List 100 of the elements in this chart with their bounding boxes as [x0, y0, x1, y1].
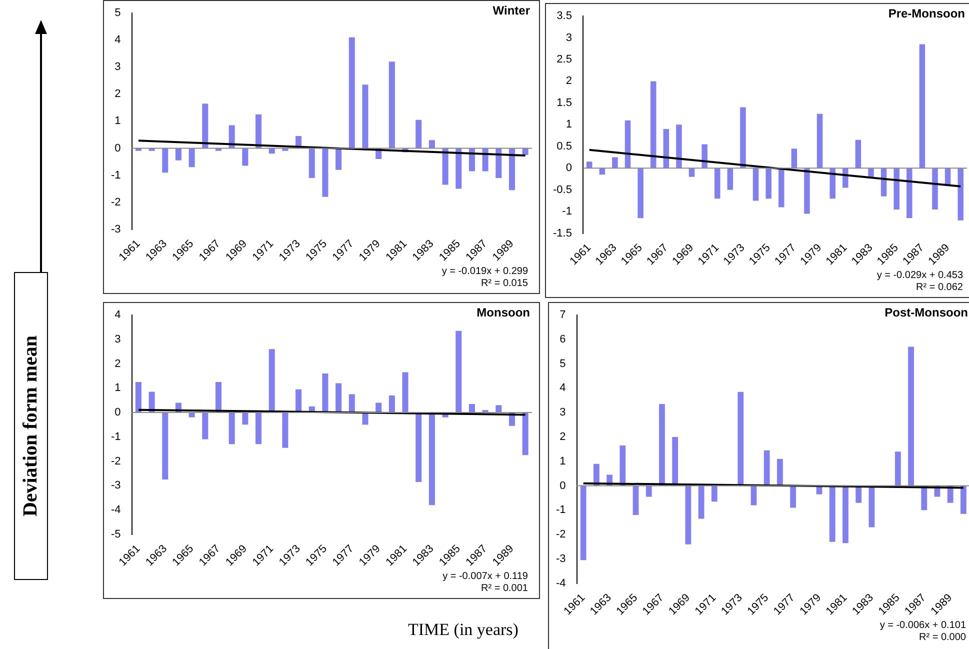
bar	[711, 486, 718, 502]
y-tick-label: 1	[114, 382, 121, 394]
bar	[256, 412, 262, 444]
y-tick-label: -5	[111, 528, 121, 540]
y-tick-label: -3	[111, 480, 121, 492]
bar	[685, 486, 692, 544]
bar	[906, 168, 912, 218]
bar	[868, 168, 874, 177]
bar	[829, 486, 836, 542]
bar	[855, 140, 862, 168]
bar	[296, 389, 302, 412]
bar	[268, 148, 275, 154]
y-tick-label: 1	[566, 118, 572, 131]
y-tick-label: 0	[566, 162, 572, 174]
bar	[202, 412, 208, 440]
chart-title: Post-Monsoon	[884, 305, 968, 320]
bar	[842, 486, 848, 544]
bar	[958, 168, 964, 220]
y-axis-title: Deviation form mean	[20, 335, 42, 517]
y-tick-label: 2	[560, 431, 566, 444]
y-tick-label: 1	[560, 455, 566, 468]
bar	[752, 168, 759, 201]
bar	[148, 148, 155, 151]
y-tick-label: -2	[111, 196, 121, 208]
bar	[740, 107, 746, 168]
bar	[776, 458, 783, 486]
bar	[336, 148, 342, 170]
y-tick-label: -1	[556, 504, 566, 516]
y-tick-label: 3	[560, 406, 566, 419]
bar	[894, 168, 900, 210]
x-axis-title: TIME (in years)	[408, 620, 518, 640]
y-tick-label: 4	[114, 34, 121, 46]
bar	[468, 404, 475, 412]
y-tick-label: -4	[111, 504, 121, 516]
bar	[921, 486, 928, 510]
bar	[496, 405, 502, 412]
bar	[175, 148, 182, 160]
bar	[791, 148, 798, 168]
y-tick-label: -3	[556, 552, 566, 565]
bar	[960, 486, 966, 514]
y-tick-label: 2	[114, 88, 121, 100]
y-tick-label: 3	[114, 61, 121, 74]
bar	[830, 168, 836, 199]
bar	[638, 168, 644, 218]
y-tick-label: -2	[111, 455, 121, 468]
y-tick-label: 2.5	[556, 54, 572, 66]
bar	[242, 148, 248, 166]
bar	[932, 168, 938, 210]
bar	[659, 404, 665, 486]
bar	[632, 486, 639, 516]
bar	[496, 148, 502, 178]
y-tick-label: 2	[566, 75, 572, 88]
bar	[135, 148, 142, 151]
text: y = -0.007x + 0.119	[442, 571, 528, 582]
bar	[842, 168, 848, 188]
y-tick-label: -1	[562, 206, 572, 218]
y-tick-label: 3	[566, 32, 572, 44]
y-tick-label: 4	[114, 309, 121, 322]
bar	[919, 44, 926, 168]
bar	[215, 148, 222, 151]
y-tick-label: 3	[114, 333, 121, 346]
bar	[676, 124, 682, 168]
bar	[362, 412, 368, 425]
bar	[620, 446, 626, 486]
chart-title: Monsoon	[476, 305, 530, 320]
bar	[804, 168, 810, 214]
y-tick-label: 3.5	[556, 10, 572, 22]
bar	[714, 168, 720, 199]
bar	[388, 395, 395, 412]
bar	[612, 157, 618, 168]
bar	[908, 346, 914, 486]
y-tick-label: 1.5	[556, 96, 572, 109]
y-tick-label: 5	[560, 358, 566, 370]
text: y = -0.006x + 0.101	[880, 620, 966, 631]
bar	[456, 330, 462, 412]
y-tick-label: 0	[114, 406, 121, 419]
bar	[522, 412, 528, 456]
bar	[322, 373, 328, 412]
bar	[162, 412, 168, 480]
bar	[268, 349, 275, 412]
bar	[698, 486, 704, 519]
y-tick-label: 1	[114, 115, 121, 128]
bar	[856, 486, 862, 503]
y-tick-label: -1	[111, 430, 121, 443]
bar	[388, 62, 395, 148]
y-tick-label: -1.5	[552, 227, 572, 240]
bar	[308, 148, 315, 178]
chart-title: Pre-Monsoon	[888, 6, 965, 20]
bar	[188, 148, 195, 168]
text: R² = 0.015	[481, 278, 528, 289]
bar	[188, 412, 195, 418]
y-tick-label: -3	[111, 223, 121, 236]
y-tick-label: 2	[114, 358, 121, 370]
text: y = -0.019x + 0.299	[442, 266, 528, 277]
bar	[816, 114, 823, 168]
bar	[894, 452, 901, 486]
bar	[336, 383, 342, 412]
bar	[790, 486, 796, 508]
bar	[416, 120, 422, 148]
bar	[522, 148, 528, 155]
